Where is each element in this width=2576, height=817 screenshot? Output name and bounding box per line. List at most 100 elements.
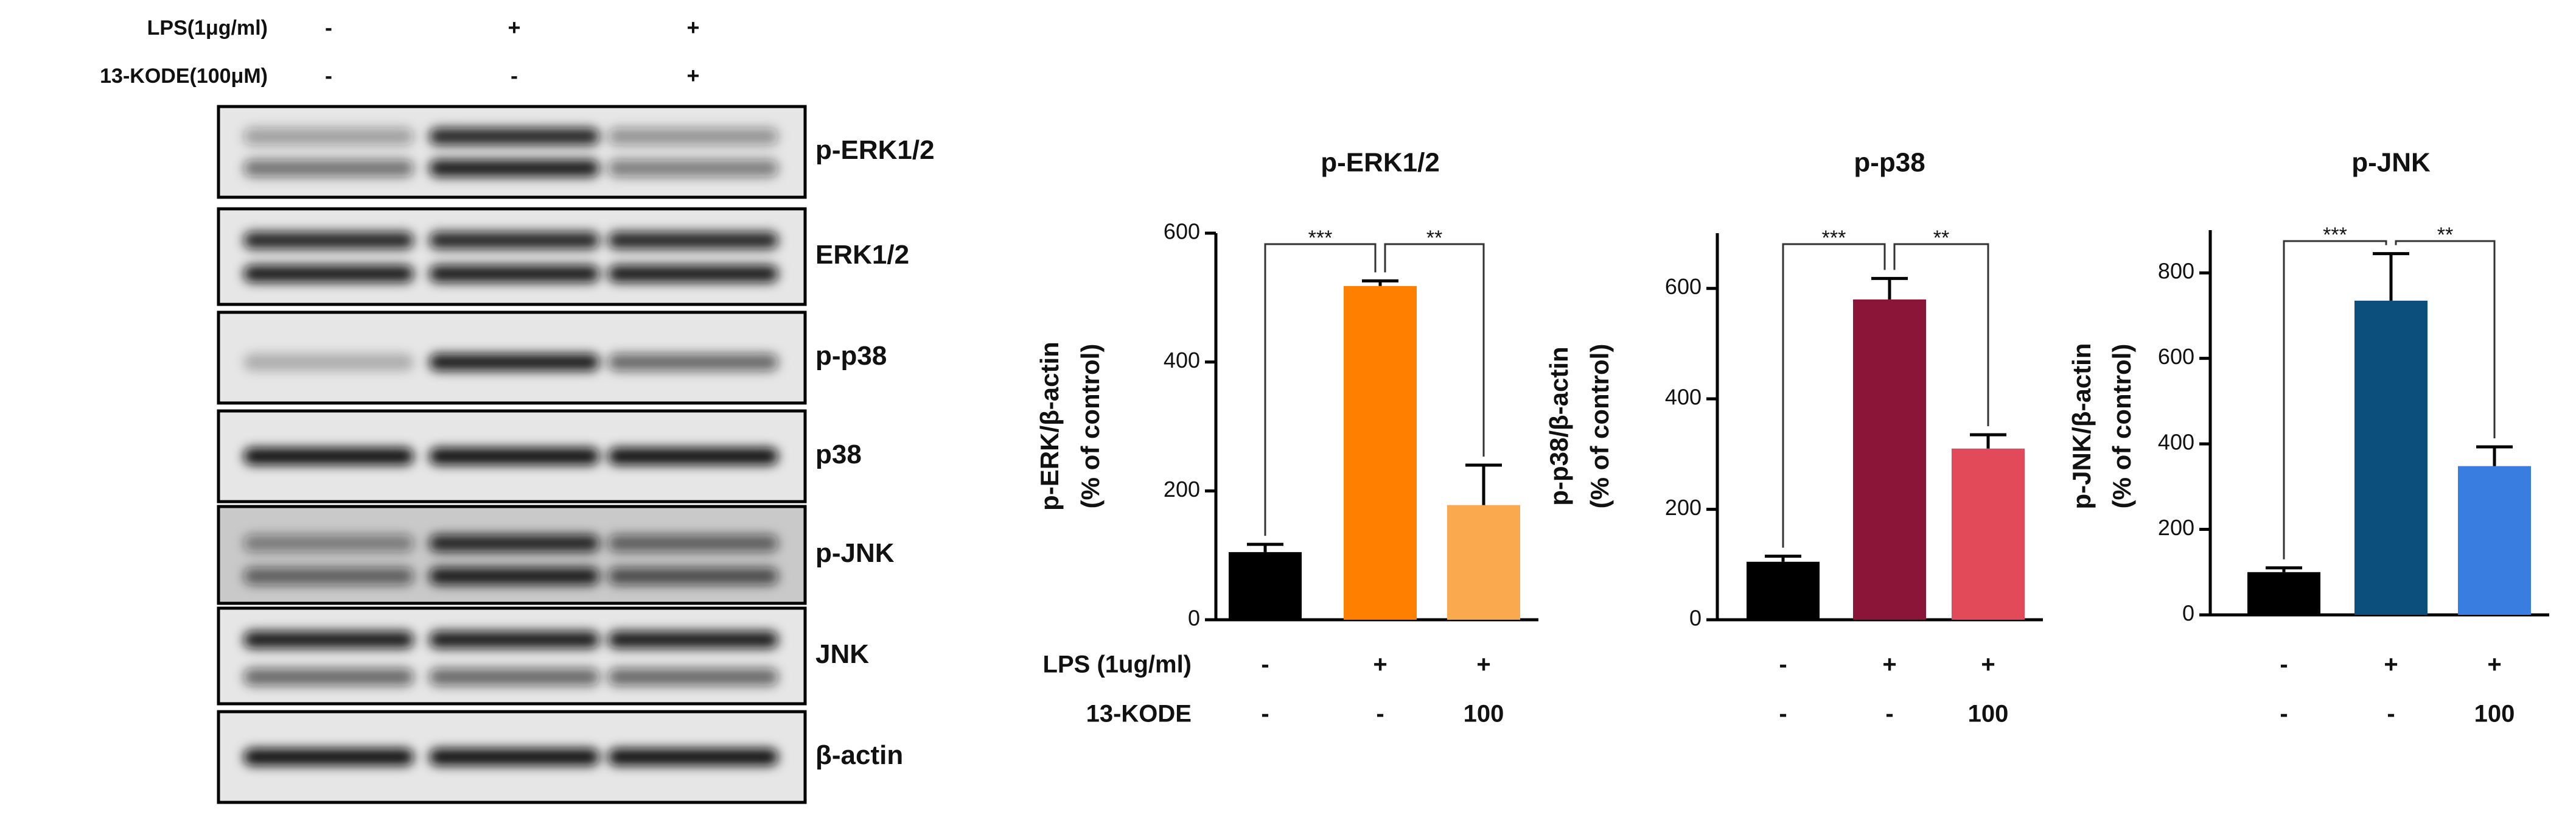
blot-background <box>218 608 805 704</box>
blot-band <box>608 265 778 282</box>
error-bar <box>1362 279 1398 286</box>
error-bar <box>2373 252 2409 301</box>
chart-title: p-ERK1/2 <box>1321 148 1440 178</box>
significance-label: *** <box>1308 226 1333 250</box>
blot-frame <box>217 105 807 199</box>
treatment-row-label: LPS (1ug/ml) <box>1043 651 1192 678</box>
blot-band <box>243 265 414 282</box>
blot-band <box>243 668 414 686</box>
blot-bands <box>243 353 778 371</box>
treatment-mark: + <box>686 15 699 40</box>
treatment-mark: 100 <box>1968 701 2009 728</box>
blot-band <box>243 128 414 146</box>
significance-bracket <box>2395 240 2496 439</box>
blot-band <box>243 748 414 766</box>
y-tick-label: 200 <box>1665 495 1702 520</box>
bar <box>2354 300 2428 615</box>
blot-frame <box>217 310 807 405</box>
blot-bands <box>243 631 778 686</box>
error-bar <box>1765 555 1801 562</box>
blot-band <box>429 631 599 648</box>
blot-band <box>608 160 778 177</box>
y-tick-label: 0 <box>1188 606 1200 631</box>
blot-bands <box>243 535 778 585</box>
blot-band <box>243 631 414 648</box>
y-tick-label: 400 <box>1164 348 1200 373</box>
error-bar <box>2476 445 2513 466</box>
significance-label: *** <box>2323 223 2347 247</box>
treatment-mark: - <box>2387 701 2395 728</box>
bar <box>2247 572 2320 615</box>
bar <box>1447 505 1520 620</box>
blot-frame <box>217 409 807 503</box>
treatment-row-label: 13-KODE <box>1086 701 1192 728</box>
treatment-mark: - <box>1261 701 1269 728</box>
error-bar <box>1970 433 2006 449</box>
y-tick-label: 200 <box>1164 477 1200 502</box>
treatment-mark: + <box>508 15 520 40</box>
blot-band <box>608 631 778 648</box>
blot-band <box>429 668 599 686</box>
treatment-mark: + <box>2487 651 2501 678</box>
treatment-mark: + <box>2384 651 2398 678</box>
y-tick-label: 0 <box>1689 606 1702 631</box>
band-label: β-actin <box>815 740 903 770</box>
y-tick-label: 0 <box>2182 601 2194 626</box>
blot-band <box>608 567 778 585</box>
treatment-mark: + <box>1476 651 1490 678</box>
blot-background <box>218 507 805 603</box>
treatment-mark: + <box>1373 651 1387 678</box>
treatment-mark: - <box>1376 701 1384 728</box>
y-tick-label: 400 <box>2158 430 2194 455</box>
treatment-mark: + <box>1981 651 1995 678</box>
significance-bracket <box>1893 243 1989 427</box>
treatment-label: 13-KODE(100μM) <box>100 65 268 88</box>
error-bar <box>1871 276 1908 300</box>
bar <box>1952 448 2025 620</box>
error-bar <box>1465 463 1502 505</box>
bar <box>1229 552 1302 620</box>
band-label: p-JNK <box>815 538 895 568</box>
treatment-mark: 100 <box>2474 701 2515 728</box>
blot-band <box>243 353 414 371</box>
blot-frame <box>217 207 807 306</box>
blot-band <box>608 535 778 552</box>
blot-background <box>218 209 805 304</box>
chart-title: p-JNK <box>2351 148 2431 178</box>
blot-band <box>429 535 599 552</box>
treatment-mark: + <box>1882 651 1896 678</box>
blot-band <box>243 231 414 249</box>
blot-bands <box>243 748 778 766</box>
blot-band <box>429 265 599 282</box>
y-tick-label: 600 <box>1164 219 1200 244</box>
bar <box>1344 286 1417 620</box>
error-bar <box>1247 542 1283 552</box>
blot-frame <box>217 606 807 706</box>
treatment-mark: - <box>325 63 332 88</box>
treatment-mark: + <box>686 63 699 88</box>
treatment-mark: - <box>511 63 518 88</box>
y-axis-label: p-ERK/β-actin <box>1035 342 1064 511</box>
blot-band <box>608 353 778 371</box>
treatment-mark: - <box>2280 651 2288 678</box>
bar <box>1747 561 1820 620</box>
treatment-mark: - <box>1779 701 1787 728</box>
error-bar <box>2266 566 2302 572</box>
blot-band <box>608 748 778 766</box>
significance-label: *** <box>1822 226 1846 250</box>
blot-frame <box>217 710 807 804</box>
treatment-mark: - <box>1779 651 1787 678</box>
significance-label: ** <box>1933 226 1949 250</box>
blot-band <box>429 128 599 146</box>
band-label: ERK1/2 <box>815 240 909 270</box>
blot-band <box>243 567 414 585</box>
blot-band <box>243 447 414 465</box>
y-axis-label: (% of control) <box>2107 344 2136 509</box>
y-axis-label: (% of control) <box>1585 344 1614 509</box>
blot-band <box>429 567 599 585</box>
blot-background <box>218 107 805 197</box>
y-axis-label: p-JNK/β-actin <box>2067 343 2096 510</box>
blot-band <box>608 668 778 686</box>
treatment-mark: - <box>1885 701 1893 728</box>
